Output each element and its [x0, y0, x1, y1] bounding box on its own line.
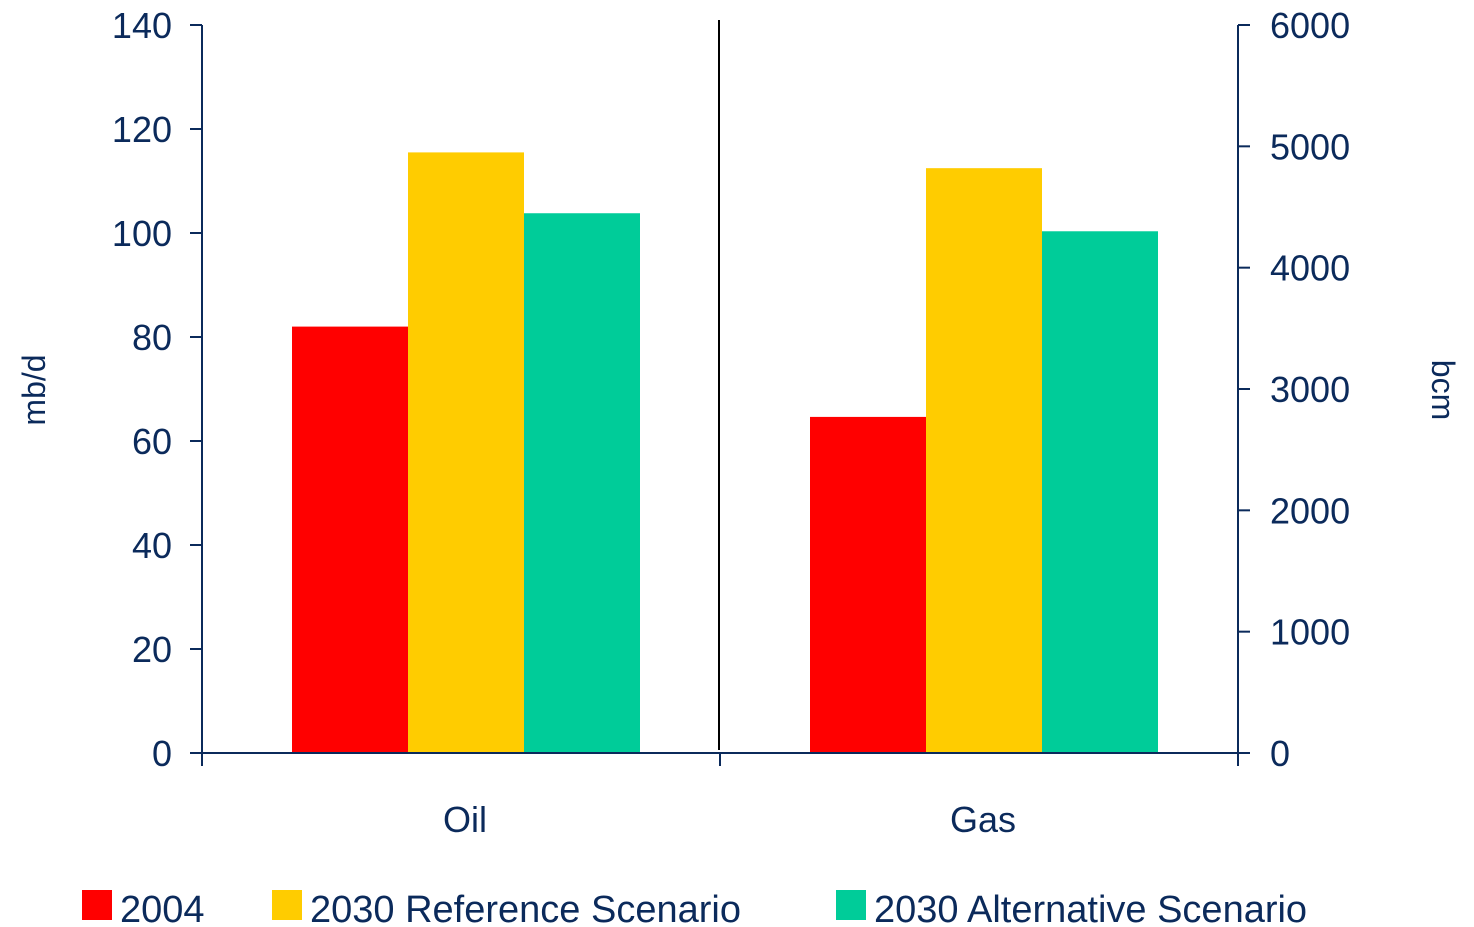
legend-swatch-0: [82, 890, 112, 920]
right-tick-label: 3000: [1270, 369, 1350, 410]
legend-swatch-1: [272, 890, 302, 920]
legend-label-2: 2030 Alternative Scenario: [874, 889, 1307, 927]
category-label-oil: Oil: [443, 799, 487, 840]
legend-label-0: 2004: [120, 889, 205, 927]
left-tick-label: 100: [112, 213, 172, 254]
left-tick-label: 140: [112, 5, 172, 46]
right-tick-label: 5000: [1270, 126, 1350, 167]
category-label-gas: Gas: [950, 799, 1016, 840]
legend-label-1: 2030 Reference Scenario: [310, 889, 741, 927]
legend-swatch-2: [836, 890, 866, 920]
bar-gas-series-2: [1042, 231, 1158, 753]
right-axis-title: bcm: [1425, 360, 1461, 420]
bar-oil-series-2: [524, 213, 640, 754]
bars-layer: [292, 152, 1158, 754]
right-tick-label: 6000: [1270, 5, 1350, 46]
right-tick-label: 4000: [1270, 248, 1350, 289]
left-tick-label: 120: [112, 109, 172, 150]
left-tick-label: 40: [132, 525, 172, 566]
bar-oil-series-1: [408, 152, 524, 753]
bar-gas-series-0: [810, 416, 926, 753]
bar-oil-series-0: [292, 326, 408, 753]
ticks-layer: 0 20 40 60 80 100 120 140 0 1000 2000 3000 4000 5000 6…: [112, 5, 1350, 774]
bar-gas-series-1: [926, 168, 1042, 753]
left-tick-label: 60: [132, 421, 172, 462]
right-tick-label: 1000: [1270, 612, 1350, 653]
left-axis-title: mb/d: [16, 354, 52, 425]
left-tick-label: 0: [152, 733, 172, 774]
legend: 2004 2030 Reference Scenario 2030 Alternat…: [82, 889, 1307, 927]
left-tick-label: 80: [132, 317, 172, 358]
category-labels: Oil Gas: [443, 799, 1016, 840]
right-tick-label: 0: [1270, 733, 1290, 774]
left-tick-label: 20: [132, 629, 172, 670]
right-tick-label: 2000: [1270, 490, 1350, 531]
